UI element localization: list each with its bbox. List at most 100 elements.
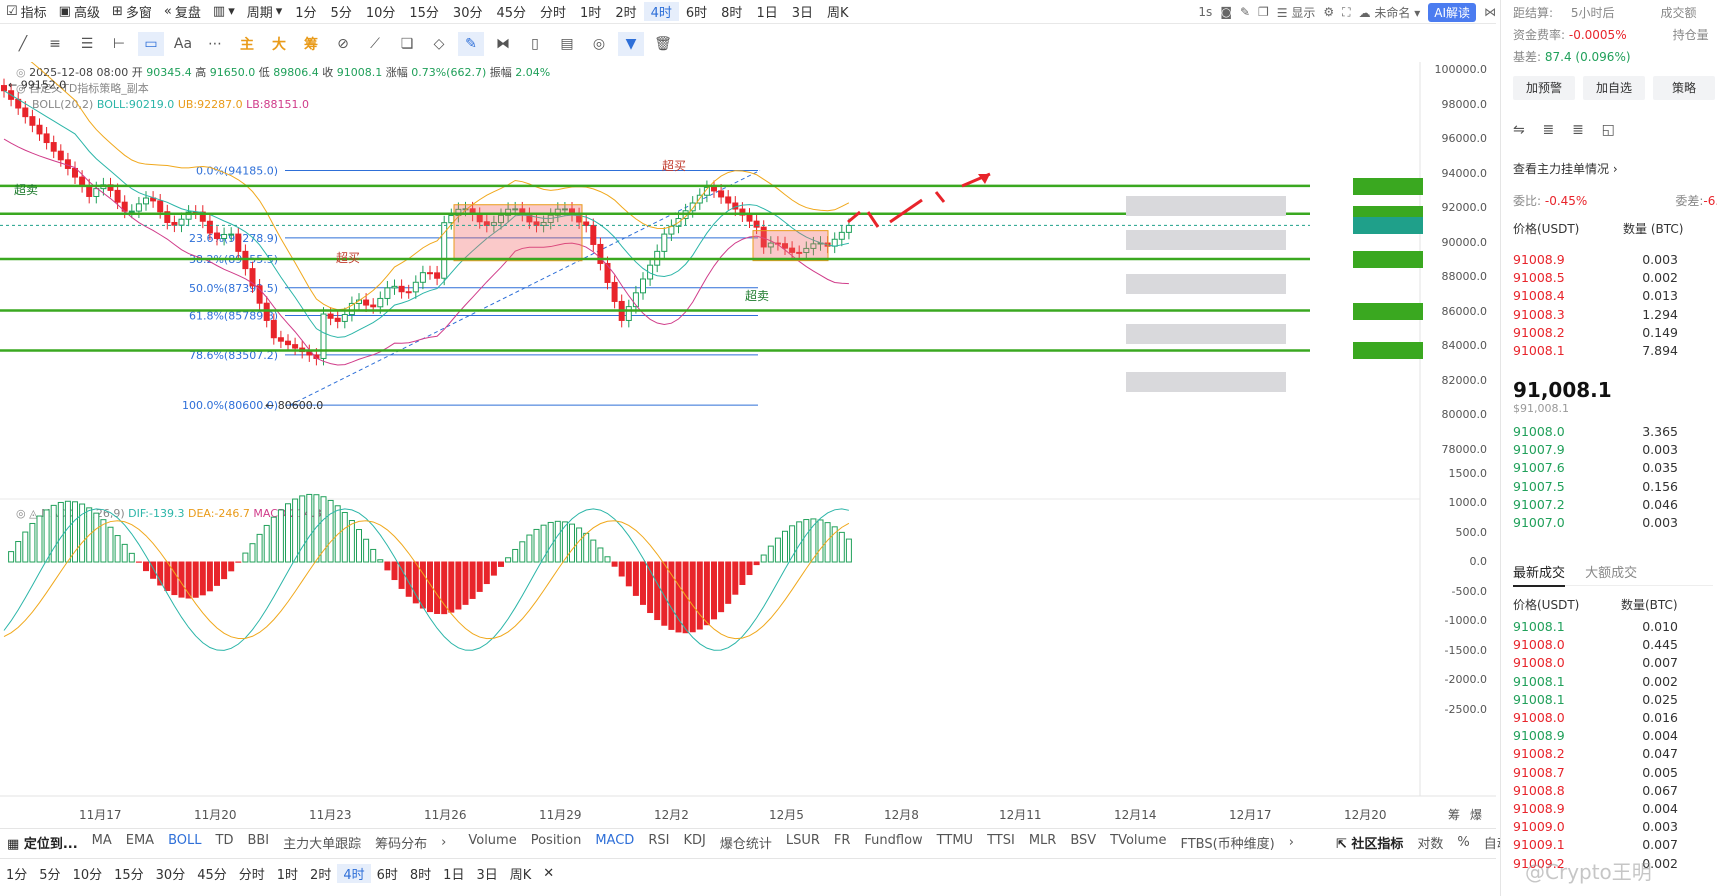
period-dropdown[interactable]: 周期 ▾	[246, 4, 283, 21]
orderbook-view-icons[interactable]: ⇋ ≣ ≣ ◱	[1513, 122, 1615, 138]
sub-indicator-9[interactable]: TTMU	[936, 833, 974, 848]
big-order-button[interactable]: 大	[272, 37, 286, 53]
bid-row[interactable]: 91007.2 0.046	[1513, 496, 1678, 512]
bid-row[interactable]: 91007.5 0.156	[1513, 478, 1678, 494]
horizontal-lines-icon[interactable]: ☰	[80, 36, 94, 52]
indicator-2[interactable]: BOLL	[168, 833, 202, 848]
community-indicators[interactable]: ⇱ 社区指标	[1335, 837, 1404, 852]
lock-icon[interactable]: ▯	[531, 36, 539, 52]
ai-button[interactable]: AI解读	[1428, 2, 1476, 22]
sub-indicator-1[interactable]: Position	[530, 833, 582, 848]
chart-area[interactable]: ◎ 2025-12-08 08:00 开 90345.4 高 91650.0 低…	[0, 62, 1496, 822]
period-0[interactable]: 1分	[295, 6, 317, 21]
axis-tool[interactable]: 筹	[1448, 808, 1461, 822]
period-1[interactable]: 5分	[330, 6, 352, 21]
camera-icon[interactable]: ◙	[1220, 5, 1232, 19]
period-14[interactable]: 周K	[827, 6, 849, 21]
trash-icon[interactable]: 🗑	[654, 36, 672, 52]
period-7[interactable]: 1时	[580, 6, 602, 21]
more-indicators-chevron[interactable]: ›	[441, 835, 447, 850]
sub-indicator-10[interactable]: TTSI	[987, 833, 1015, 848]
indicator-5[interactable]: 主力大单跟踪	[283, 837, 362, 852]
chips-button[interactable]: 筹	[304, 37, 318, 53]
bid-row[interactable]: 91007.6 0.035	[1513, 460, 1678, 476]
bid-row[interactable]: 91008.0 3.365	[1513, 424, 1678, 439]
filter-icon[interactable]: ▼	[618, 32, 644, 56]
sub-indicator-0[interactable]: Volume	[468, 833, 517, 848]
indicator-3[interactable]: TD	[215, 833, 234, 848]
brush-icon[interactable]: ✎	[458, 32, 484, 56]
bottom-period-6[interactable]: 分时	[238, 868, 265, 883]
indicator-6[interactable]: 筹码分布	[375, 837, 428, 852]
action-button-0[interactable]: 加预警	[1513, 76, 1575, 100]
period-2[interactable]: 10分	[365, 6, 396, 21]
ask-row[interactable]: 91008.5 0.002	[1513, 270, 1678, 286]
bid-row[interactable]: 91007.0 0.003	[1513, 515, 1678, 530]
template-icon[interactable]: ▤	[560, 36, 574, 52]
share-icon[interactable]: ⋈	[1484, 5, 1496, 19]
period-9[interactable]: 4时	[643, 2, 679, 21]
period-8[interactable]: 2时	[615, 6, 637, 21]
percent-toggle[interactable]: %	[1457, 835, 1470, 850]
parallel-lines-icon[interactable]: ≡	[49, 36, 61, 52]
period-3[interactable]: 15分	[409, 6, 439, 21]
ask-row[interactable]: 91008.2 0.149	[1513, 324, 1678, 340]
sub-indicator-14[interactable]: FTBS(币种维度)	[1180, 837, 1275, 852]
log-toggle[interactable]: 对数	[1417, 837, 1444, 852]
main-indicator-button[interactable]: 主	[240, 37, 254, 53]
fullscreen-icon[interactable]: ⛶	[1342, 4, 1351, 19]
action-button-1[interactable]: 加自选	[1583, 76, 1645, 100]
ask-row[interactable]: 91008.4 0.013	[1513, 288, 1678, 304]
advanced-button[interactable]: ▣ 高级	[58, 4, 100, 21]
sub-indicator-3[interactable]: RSI	[648, 833, 670, 848]
horizontal-ray-icon[interactable]: ⊢	[112, 36, 126, 52]
sub-indicator-2[interactable]: MACD	[595, 833, 635, 848]
display-button[interactable]: ☰ 显示	[1276, 5, 1316, 20]
bottom-period-3[interactable]: 15分	[114, 868, 144, 883]
indicator-1[interactable]: EMA	[125, 833, 155, 848]
indicators-button[interactable]: ☑ 指标	[6, 4, 47, 21]
period-11[interactable]: 8时	[721, 6, 743, 21]
text-tool[interactable]: Aa	[173, 36, 193, 52]
action-button-2[interactable]: 策略	[1653, 76, 1715, 100]
strategy-label[interactable]: ◎ 自定义TD指标策略_副本	[16, 82, 149, 95]
sub-indicator-6[interactable]: LSUR	[785, 833, 820, 848]
sub-indicator-8[interactable]: Fundflow	[864, 833, 923, 848]
ask-row[interactable]: 91008.1 7.894	[1513, 343, 1678, 358]
trendline-icon[interactable]: ╱	[18, 36, 28, 52]
period-13[interactable]: 3日	[791, 6, 813, 21]
tab-latest-trades[interactable]: 最新成交	[1513, 566, 1566, 587]
sub-indicator-5[interactable]: 爆仓统计	[719, 837, 772, 852]
period-4[interactable]: 30分	[452, 6, 483, 21]
cloud-save-button[interactable]: ☁ 未命名 ▾	[1358, 5, 1421, 20]
sub-indicator-7[interactable]: FR	[833, 833, 851, 848]
bottom-period-9[interactable]: 4时	[337, 864, 371, 883]
boll-legend[interactable]: BOLL(20,2) BOLL:90219.0 UB:92287.0 LB:88…	[32, 98, 309, 111]
hide-icon[interactable]: ◎	[592, 36, 606, 52]
ask-row[interactable]: 91008.3 1.294	[1513, 306, 1678, 322]
bottom-period-13[interactable]: 3日	[476, 868, 498, 883]
bottom-period-11[interactable]: 8时	[409, 868, 432, 883]
sub-indicator-12[interactable]: BSV	[1070, 833, 1097, 848]
compare-icon[interactable]: ⧓	[496, 36, 510, 52]
bottom-period-7[interactable]: 1时	[276, 868, 299, 883]
bottom-period-1[interactable]: 5分	[39, 868, 61, 883]
locate-button[interactable]: ▦ 定位到...	[7, 837, 78, 852]
close-period-bar-icon[interactable]: ✕	[543, 866, 555, 881]
bottom-period-2[interactable]: 10分	[72, 868, 103, 883]
copy-icon[interactable]: ❐	[1258, 5, 1269, 19]
bottom-period-8[interactable]: 2时	[310, 868, 332, 883]
replay-button[interactable]: «复盘	[163, 4, 201, 21]
period-5[interactable]: 45分	[496, 6, 527, 21]
period-12[interactable]: 1日	[756, 6, 778, 21]
bottom-period-12[interactable]: 1日	[443, 868, 465, 883]
measure-icon[interactable]: ⟋	[370, 36, 380, 52]
period-10[interactable]: 6时	[685, 6, 708, 21]
indicator-4[interactable]: BBI	[247, 833, 270, 848]
magnet-icon[interactable]: ⊘	[337, 36, 349, 52]
sub-indicator-13[interactable]: TVolume	[1110, 833, 1167, 848]
pen-icon[interactable]: ✎	[1239, 5, 1251, 19]
bottom-period-5[interactable]: 45分	[197, 868, 227, 883]
ask-row[interactable]: 91008.9 0.003	[1513, 252, 1678, 267]
multi-window-button[interactable]: ⊞ 多窗	[111, 4, 152, 21]
